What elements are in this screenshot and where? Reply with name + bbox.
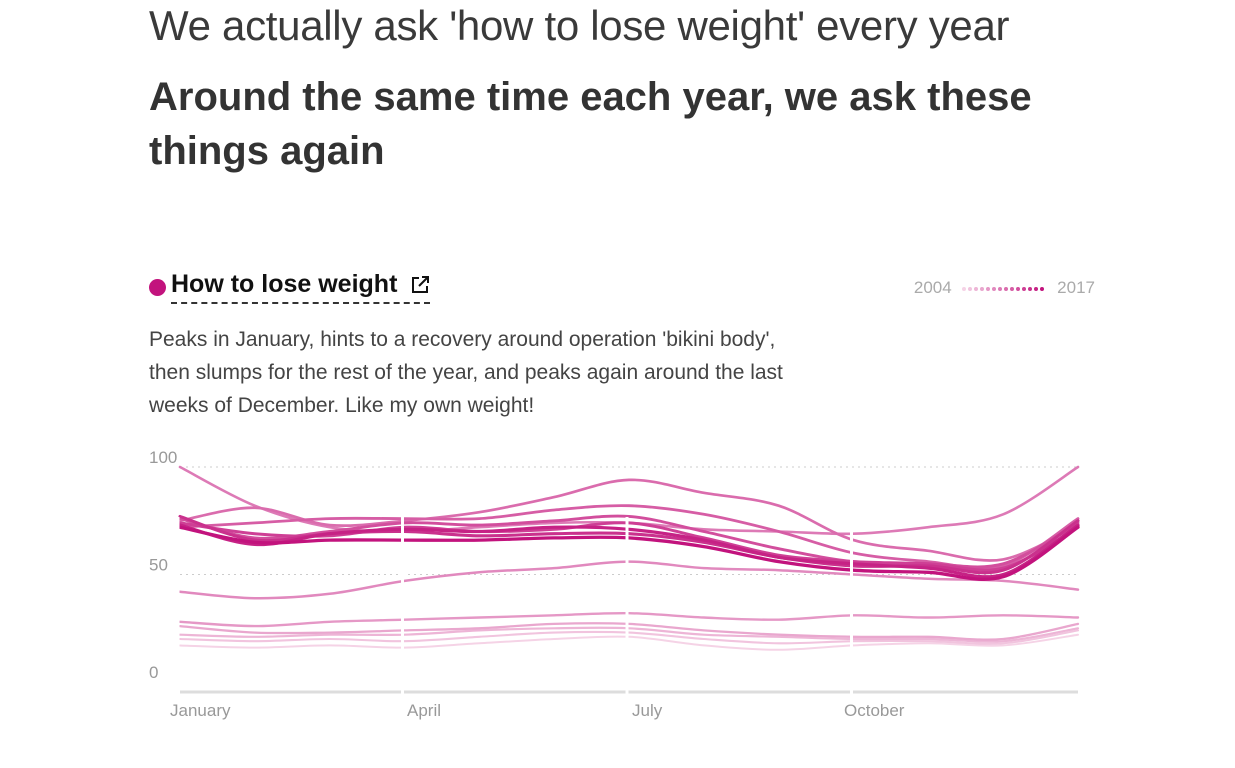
legend-dot (968, 287, 973, 292)
year-legend: 2004 2017 (914, 278, 1095, 299)
x-tick-label: April (407, 701, 441, 720)
page-subtitle: Around the same time each year, we ask t… (149, 75, 1032, 173)
x-tick-label: January (170, 701, 231, 720)
legend-dot (986, 287, 991, 292)
series-line-2014 (178, 521, 1080, 572)
external-link-icon (412, 276, 430, 294)
series-line-2004 (179, 633, 1079, 651)
legend-dot (1004, 287, 1009, 292)
legend-dot (1028, 287, 1033, 292)
chart-description: Peaks in January, hints to a recovery ar… (149, 328, 783, 417)
series-line-2008 (178, 611, 1080, 628)
legend-gradient (962, 279, 1046, 299)
legend-dot (1010, 287, 1015, 292)
y-axis-labels: 0 50 100 (149, 448, 177, 682)
line-chart: January April July October 0 50 100 (149, 448, 1080, 720)
y-tick-label: 50 (149, 556, 168, 575)
legend-dot (1040, 287, 1045, 292)
series-line-2009 (178, 560, 1080, 600)
legend-dot (962, 287, 967, 292)
series-line-2006 (178, 626, 1080, 643)
legend-dot (974, 287, 979, 292)
legend-start-year: 2004 (913, 278, 952, 297)
x-axis: January April July October (170, 517, 1078, 720)
legend-dot (1034, 287, 1039, 292)
chart-title-link[interactable]: How to lose weight (171, 270, 431, 304)
series-line-2012 (178, 504, 1080, 570)
legend-dot (992, 287, 997, 292)
legend-dot (980, 287, 985, 292)
series-line-2017 (178, 525, 1080, 581)
legend-end-year: 2017 (1057, 278, 1095, 297)
y-tick-label: 0 (149, 663, 158, 682)
series-line-2016 (178, 523, 1080, 579)
x-tick-label: July (632, 701, 663, 720)
series-lines (178, 465, 1080, 651)
grid-lines (180, 466, 1078, 575)
legend-dot (998, 287, 1003, 292)
series-line-2007 (178, 622, 1080, 641)
x-tick-label: October (844, 701, 905, 720)
series-color-dot (149, 279, 166, 296)
series-line-2005 (178, 629, 1080, 645)
series-line-2011 (178, 478, 1080, 562)
y-tick-label: 100 (149, 448, 177, 467)
legend-dot (1022, 287, 1027, 292)
page-title: We actually ask 'how to lose weight' eve… (149, 2, 1010, 49)
chart-title-text: How to lose weight (171, 270, 398, 298)
legend-dot (1016, 287, 1021, 292)
